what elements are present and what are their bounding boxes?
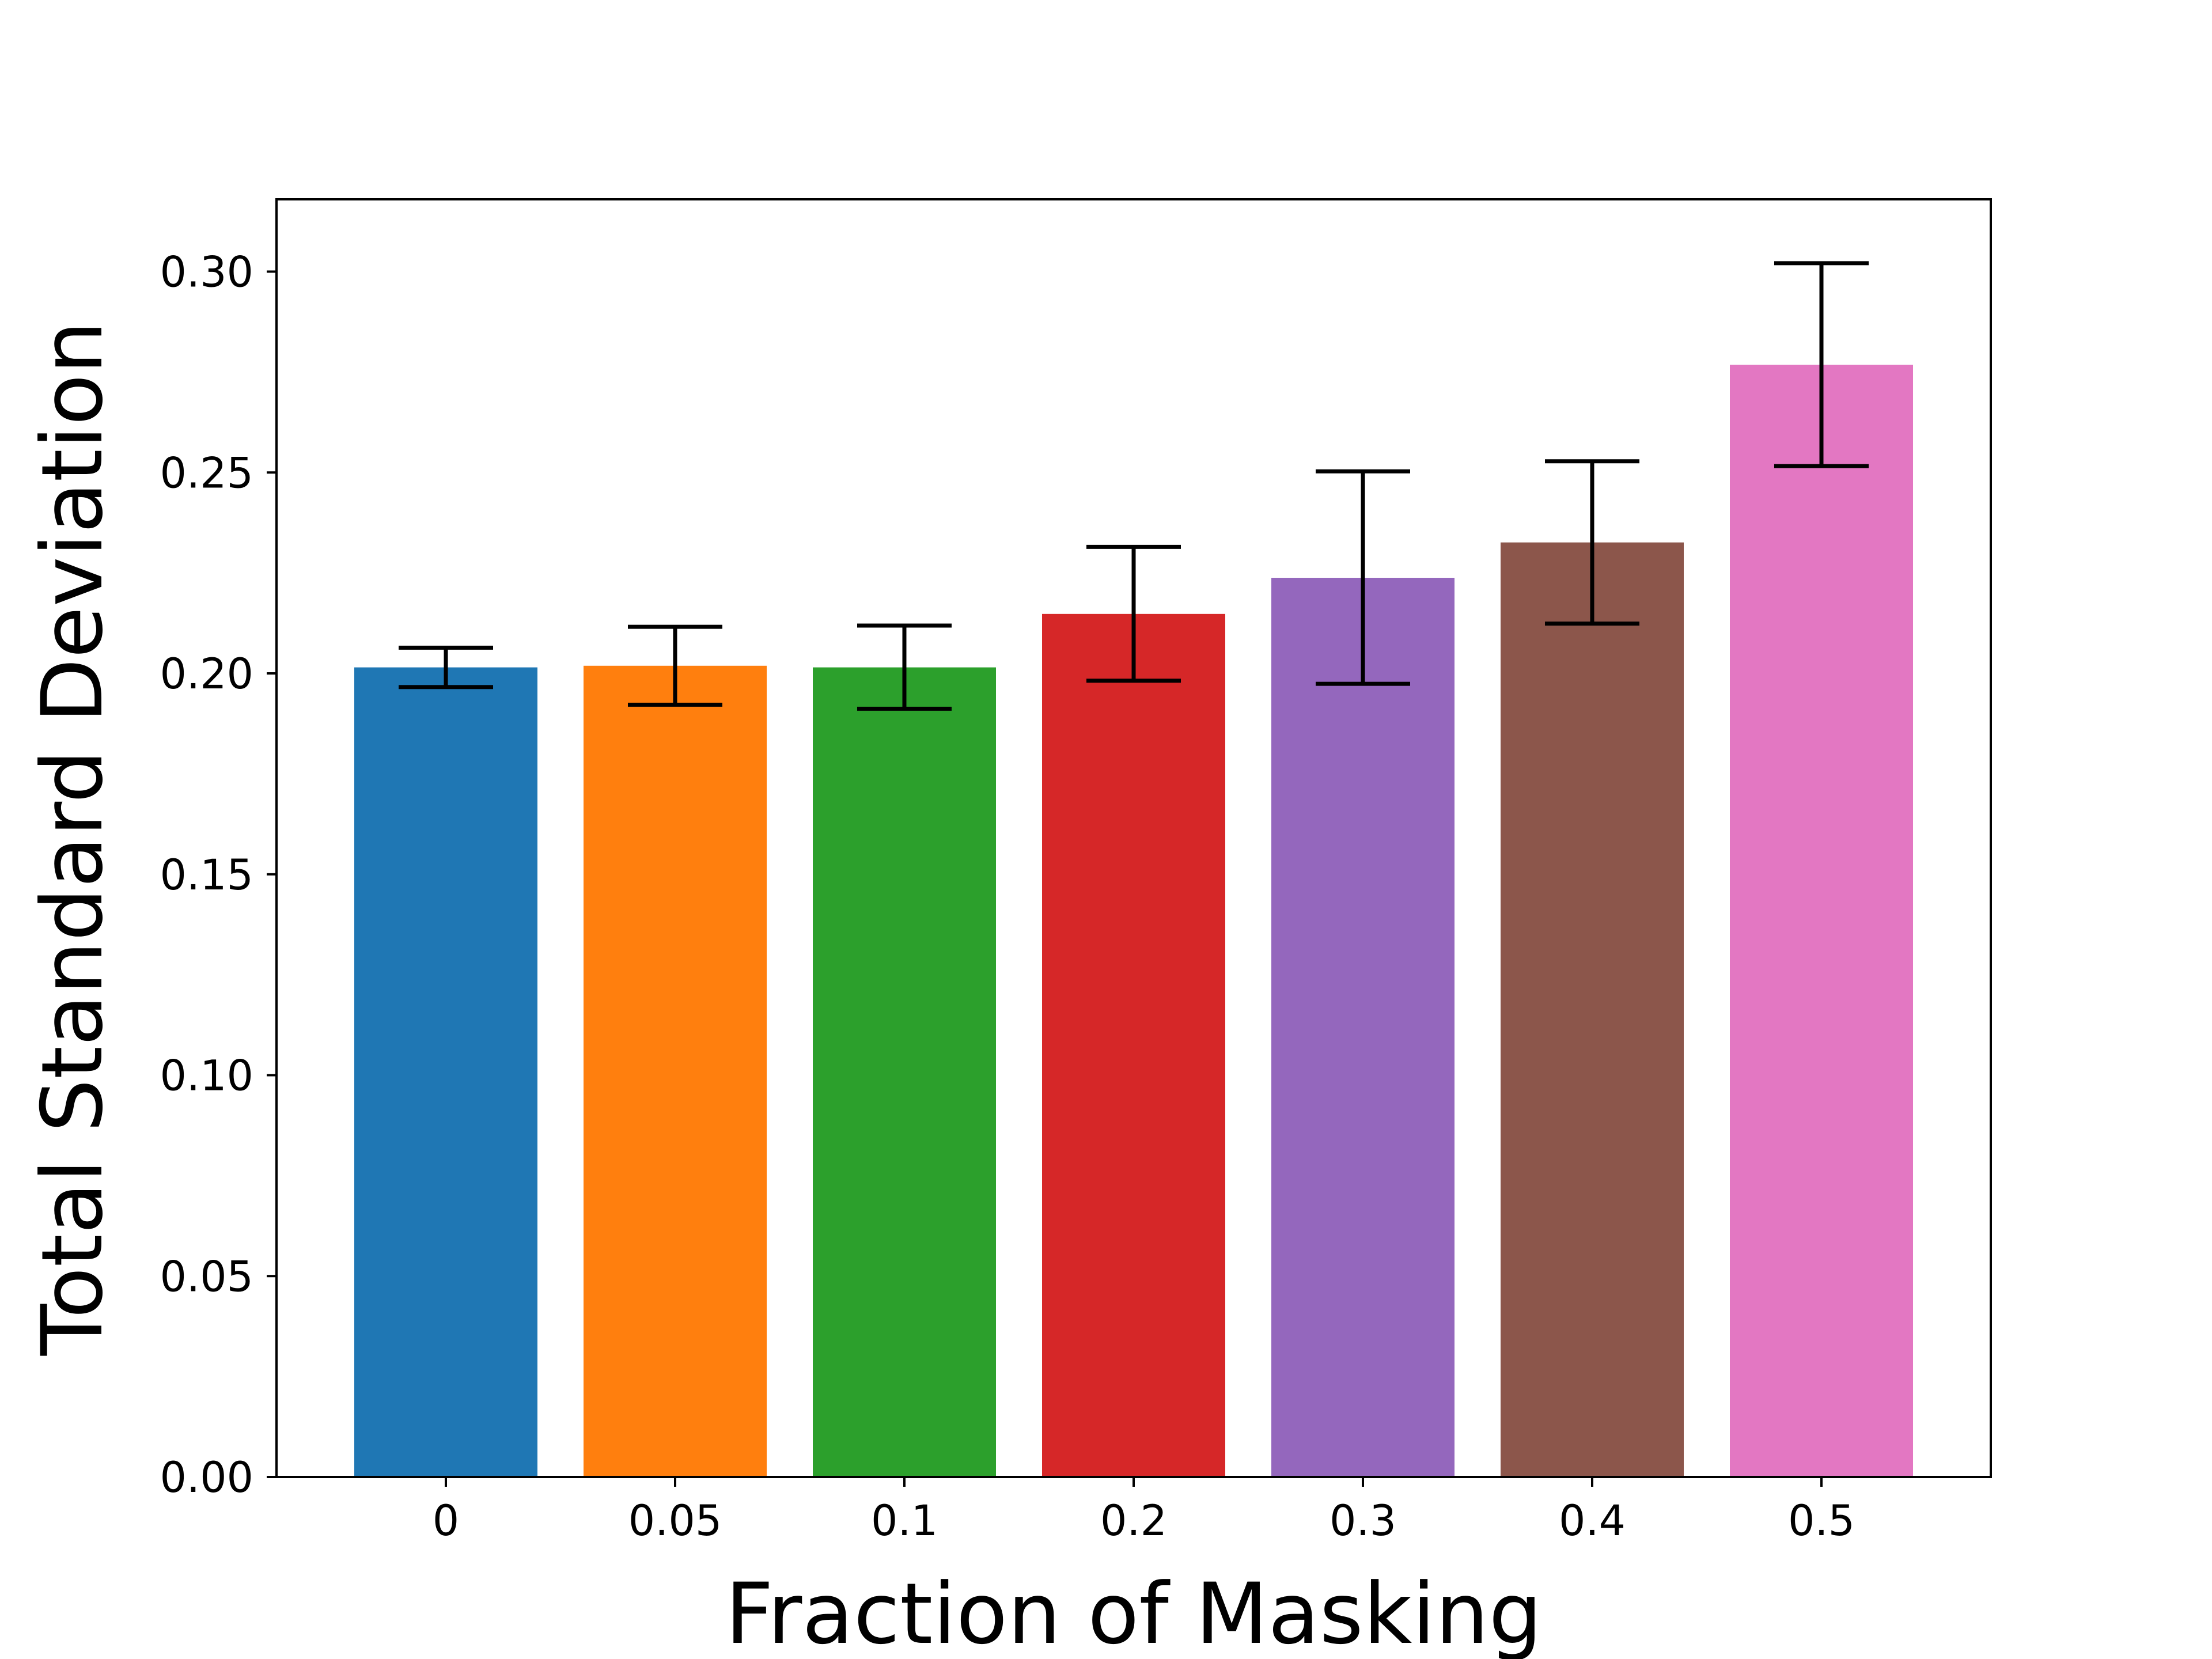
x-tick-label-1: 0.05 — [628, 1497, 722, 1546]
bars — [354, 365, 1913, 1477]
bar-5 — [1501, 542, 1684, 1477]
y-tick-label-2: 0.10 — [160, 1052, 253, 1101]
x-axis: 0 0.05 0.1 0.2 0.3 0.4 0.5 — [433, 1477, 1855, 1546]
x-tick-label-2: 0.1 — [871, 1497, 938, 1546]
y-tick-label-4: 0.20 — [160, 650, 253, 699]
y-axis-label: Total Standard Deviation — [24, 321, 122, 1356]
x-tick-label-4: 0.3 — [1330, 1497, 1396, 1546]
y-tick-label-3: 0.15 — [160, 851, 253, 900]
x-axis-label: Fraction of Masking — [725, 1565, 1542, 1659]
bar-2 — [813, 667, 996, 1477]
y-tick-label-6: 0.30 — [160, 248, 253, 297]
bar-3 — [1042, 613, 1225, 1477]
error-bars — [399, 261, 1869, 711]
bar-6 — [1730, 365, 1913, 1477]
x-tick-label-6: 0.5 — [1788, 1497, 1855, 1546]
y-tick-label-0: 0.00 — [160, 1453, 253, 1502]
bar-0 — [354, 667, 537, 1477]
bar-4 — [1271, 578, 1455, 1477]
x-tick-label-5: 0.4 — [1559, 1497, 1626, 1546]
x-tick-label-3: 0.2 — [1100, 1497, 1167, 1546]
x-tick-label-0: 0 — [433, 1497, 459, 1546]
y-axis: 0.00 0.05 0.10 0.15 0.20 0.25 0.30 — [160, 248, 276, 1502]
bar-1 — [584, 665, 767, 1477]
y-tick-label-1: 0.05 — [160, 1252, 253, 1301]
y-tick-label-5: 0.25 — [160, 449, 253, 498]
